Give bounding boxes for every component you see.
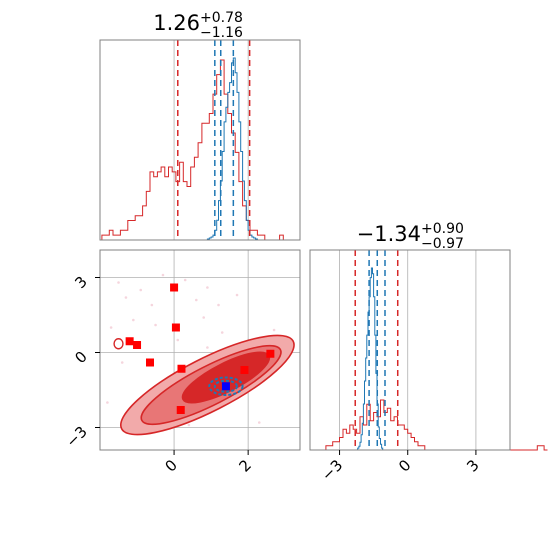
bottom-right-histogram-quantile-lines — [354, 250, 399, 450]
joint-faint-sample-point — [217, 303, 220, 307]
joint-faint-sample-point — [272, 328, 276, 332]
joint-faint-sample-point — [150, 303, 154, 307]
joint-faint-sample-point — [235, 293, 239, 297]
joint-red-square-marker — [125, 337, 134, 346]
joint-y-tick-label: 3 — [71, 273, 90, 292]
joint-scatter-frame — [99, 249, 301, 451]
joint-red-square-marker — [133, 341, 142, 349]
bottom-right-histogram-background — [310, 250, 510, 450]
joint-faint-sample-point — [206, 286, 209, 289]
joint-red-square-marker — [171, 323, 180, 332]
joint-faint-sample-point — [161, 273, 165, 277]
joint-contours — [113, 334, 295, 436]
bottom-right-histogram-panel: −1.34 +0.90 −0.97 −3 0 3 — [309, 221, 548, 484]
top-left-title-lower-error: −1.16 — [200, 25, 243, 41]
joint-x-tick-label: 0 — [161, 456, 180, 475]
joint-blue-square-marker — [221, 382, 230, 391]
bottom-right-title-value: −1.34 — [357, 222, 421, 246]
joint-x-tick-label: 2 — [235, 456, 254, 475]
bottom-right-x-tick-label: 0 — [395, 456, 414, 475]
top-left-histogram-frame — [99, 39, 301, 241]
bottom-right-title-lower-error: −0.97 — [421, 236, 464, 252]
joint-faint-sample-point — [220, 331, 224, 334]
joint-faint-sample-point — [132, 318, 135, 322]
joint-faint-samples — [106, 273, 276, 427]
joint-red-square-marker — [266, 349, 275, 358]
joint-faint-sample-point — [176, 338, 180, 342]
joint-blue-contour — [213, 379, 239, 393]
joint-faint-sample-point — [183, 278, 187, 282]
joint-red-square-marker — [170, 283, 179, 292]
top-left-histogram-background — [100, 40, 300, 240]
bottom-right-x-tick-label: −3 — [318, 456, 346, 484]
joint-y-tick-label: −3 — [62, 423, 90, 451]
bottom-right-title-upper-error: +0.90 — [421, 221, 464, 237]
top-left-histogram-quantile-lines — [177, 40, 251, 240]
top-left-title-value: 1.26 — [153, 11, 200, 35]
joint-faint-sample-point — [117, 281, 120, 284]
joint-red-square-marker — [177, 364, 186, 373]
joint-y-ticks: 3 0 −3 — [62, 273, 100, 451]
top-left-histogram-panel: 1.26 +0.78 −1.16 — [99, 10, 301, 241]
joint-red-square-marker — [240, 366, 249, 374]
joint-faint-sample-point — [194, 298, 198, 302]
joint-faint-sample-point — [206, 346, 209, 349]
bottom-right-histogram-frame — [309, 249, 511, 451]
joint-square-markers — [125, 283, 275, 414]
joint-faint-sample-point — [202, 316, 206, 319]
joint-faint-sample-point — [187, 423, 191, 427]
joint-faint-sample-point — [124, 296, 128, 299]
bottom-right-x-ticks: −3 0 3 — [318, 450, 483, 484]
bottom-right-blue-histogram — [357, 267, 384, 450]
joint-faint-sample-point — [109, 326, 113, 329]
joint-y-tick-label: 0 — [71, 348, 90, 367]
joint-faint-sample-point — [139, 288, 143, 292]
joint-blue-contour — [208, 376, 244, 396]
joint-faint-sample-point — [106, 401, 109, 404]
top-left-histogram-gridlines — [173, 40, 249, 240]
joint-red-small-contour — [113, 338, 124, 350]
joint-faint-sample-point — [257, 421, 261, 424]
joint-red-square-marker — [146, 358, 154, 367]
joint-faint-sample-point — [120, 361, 124, 364]
joint-faint-sample-point — [154, 323, 157, 327]
bottom-right-x-tick-label: 3 — [463, 456, 482, 475]
bottom-right-histogram-gridlines — [339, 250, 477, 450]
joint-red-square-marker — [176, 406, 185, 414]
top-left-title-upper-error: +0.78 — [200, 10, 243, 26]
